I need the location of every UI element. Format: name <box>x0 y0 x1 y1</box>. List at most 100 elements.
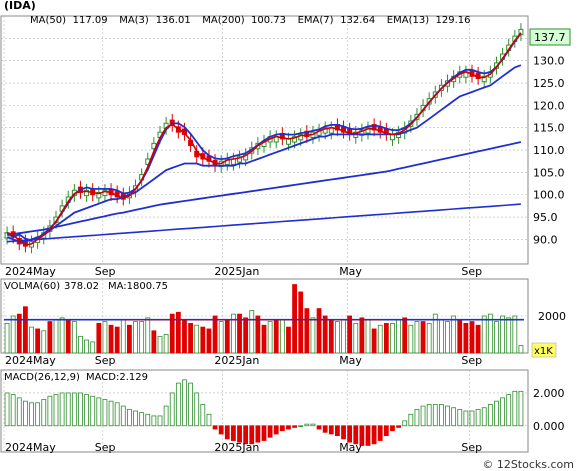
macd-bar <box>194 392 200 427</box>
macd-bar <box>439 404 444 427</box>
volume-bar <box>255 315 261 354</box>
volume-bar <box>237 313 242 354</box>
volume-bar <box>224 319 230 354</box>
legend-label: MA(50) <box>30 15 66 26</box>
macd-bar <box>347 425 353 443</box>
macd-bar <box>475 408 481 427</box>
candle-body <box>96 192 102 199</box>
volume-bar <box>292 284 297 354</box>
legend-value: 117.09 <box>73 15 108 26</box>
volume-bar <box>47 321 53 354</box>
macd-bar <box>365 425 371 446</box>
macd-bar <box>390 425 395 432</box>
x-tick-label: 2024May <box>5 265 56 278</box>
volume-bar <box>127 324 132 354</box>
volume-bar <box>426 322 432 354</box>
macd-bar <box>249 425 255 445</box>
candle-body <box>243 154 249 161</box>
ticker-label: (IDA) <box>4 0 36 12</box>
macd-bar <box>286 425 291 430</box>
macd-bar <box>279 425 285 432</box>
volume-bar <box>500 315 505 354</box>
macd-bar <box>96 397 102 427</box>
x-tick-label: May <box>339 265 362 278</box>
macd-bar <box>481 407 487 427</box>
macd-bar <box>512 390 518 427</box>
macd-bar <box>341 425 346 440</box>
y-tick-label: 110.0 <box>533 144 565 157</box>
volume-bar <box>200 326 206 354</box>
volume-bar <box>163 334 169 354</box>
macd-bar <box>188 382 193 427</box>
y-tick-label: 115.0 <box>533 122 565 135</box>
volume-bar <box>316 308 322 354</box>
volume-bar <box>267 321 273 354</box>
volume-bar <box>420 321 426 354</box>
volume-bar <box>139 321 145 354</box>
ma50-line <box>6 64 522 243</box>
volume-bar <box>145 317 151 354</box>
volume-bar <box>78 335 83 354</box>
macd-bar <box>457 408 463 427</box>
volume-bar <box>188 322 193 354</box>
macd-bar <box>35 402 41 427</box>
macd-bar <box>371 425 377 445</box>
volume-bar <box>481 315 487 354</box>
volume-value: 378.02 <box>64 281 99 292</box>
volume-bar <box>347 315 353 354</box>
volume-bar <box>218 321 224 354</box>
volume-bar <box>273 319 279 354</box>
macd-bar <box>47 395 53 427</box>
macd-bar <box>139 412 145 427</box>
macd-value: MACD:2.129 <box>86 372 148 383</box>
price-marks <box>4 23 524 254</box>
macd-bar <box>518 390 524 427</box>
y-tick-label: 2.000 <box>533 387 565 400</box>
macd-bar <box>4 392 10 427</box>
volume-bar <box>231 313 236 354</box>
volume-bar <box>59 317 65 354</box>
y-tick-label: 100.0 <box>533 189 565 202</box>
macd-bar <box>108 400 114 427</box>
volume-bars <box>4 284 524 354</box>
macd-bar <box>408 413 414 427</box>
volume-bar <box>29 326 34 354</box>
x-tick-label: Sep <box>461 265 482 278</box>
volume-bar <box>518 345 524 354</box>
volume-bar <box>494 321 499 354</box>
macd-y-axis: 2.000 0.000 <box>533 387 565 433</box>
macd-bar <box>506 394 512 427</box>
legend-value: 132.64 <box>340 15 375 26</box>
macd-bar <box>29 402 34 427</box>
volume-bar <box>65 319 71 354</box>
volume-bar <box>53 319 59 354</box>
y-tick-label: 130.0 <box>533 55 565 68</box>
x-tick-label: 2024May <box>5 441 56 454</box>
candle-body <box>518 28 524 36</box>
macd-bar <box>298 425 304 427</box>
macd-bar <box>451 407 457 427</box>
macd-bar <box>127 408 132 427</box>
unit-badge-box <box>531 342 557 358</box>
volume-x-axis: 2024May Sep 2025Jan May Sep <box>5 354 482 367</box>
volume-bar <box>212 315 218 354</box>
volume-bar <box>71 321 77 354</box>
volume-bar <box>475 324 481 354</box>
macd-bar <box>292 425 297 428</box>
legend-value: 129.16 <box>436 15 471 26</box>
y-tick-label: 90.0 <box>533 233 558 246</box>
y-tick-label: 120.0 <box>533 99 565 112</box>
macd-bar <box>255 425 261 443</box>
volume-bar <box>206 328 212 354</box>
volume-bar <box>445 321 450 354</box>
macd-x-axis: 2024May Sep 2025Jan May Sep <box>5 441 482 454</box>
volume-bar <box>328 319 334 354</box>
macd-grid <box>1 370 528 452</box>
macd-bar <box>114 402 120 427</box>
macd-bar <box>218 425 224 435</box>
price-x-axis: 2024May Sep 2025Jan May Sep <box>5 265 482 278</box>
macd-bar <box>335 425 340 437</box>
volume-bar <box>10 315 16 354</box>
x-tick-label: 2025Jan <box>214 354 259 367</box>
